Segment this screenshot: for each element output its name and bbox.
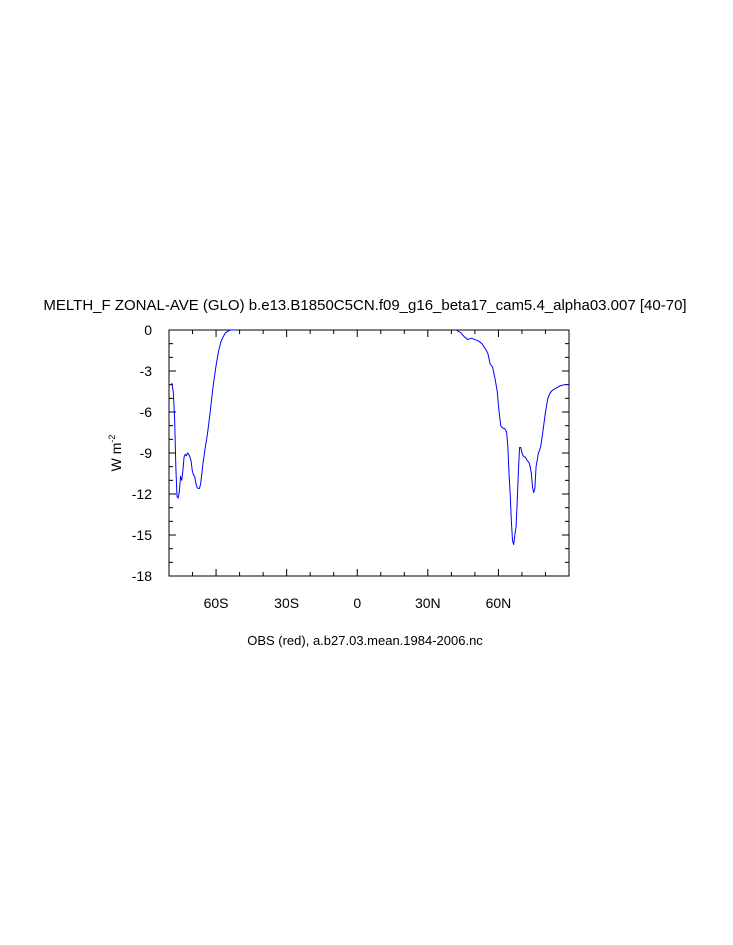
y-tick-label: -18: [132, 568, 152, 584]
chart-title: MELTH_F ZONAL-AVE (GLO) b.e13.B1850C5CN.…: [43, 297, 686, 314]
plot-frame: [168, 329, 570, 577]
y-tick-label: -9: [140, 445, 153, 461]
x-axis: 60S 30S 0 30N 60N: [168, 330, 570, 611]
x-tick-label: 30N: [415, 595, 441, 611]
y-axis-label-exponent: -2: [107, 435, 117, 443]
y-tick-label: -3: [140, 363, 153, 379]
y-tick-label: 0: [144, 322, 152, 338]
series-layer: [171, 329, 568, 546]
y-tick-label: -12: [132, 486, 152, 502]
y-tick-label: -15: [132, 527, 152, 543]
y-axis: 0 -3 -6 -9 -12 -15 -18: [132, 322, 569, 584]
y-axis-label: W m-2: [107, 435, 124, 472]
x-tick-label: 60S: [204, 595, 229, 611]
chart-caption: OBS (red), a.b27.03.mean.1984-2006.nc: [247, 633, 483, 648]
x-tick-label: 0: [353, 595, 361, 611]
series-line-0: [171, 329, 568, 546]
plot-area: 60S 30S 0 30N 60N 0 -3 -6 -9 -12 -15 -18: [132, 322, 570, 611]
y-tick-label: -6: [140, 404, 153, 420]
y-axis-label-unit: W m: [108, 443, 124, 472]
x-tick-label: 60N: [486, 595, 512, 611]
x-tick-label: 30S: [274, 595, 299, 611]
